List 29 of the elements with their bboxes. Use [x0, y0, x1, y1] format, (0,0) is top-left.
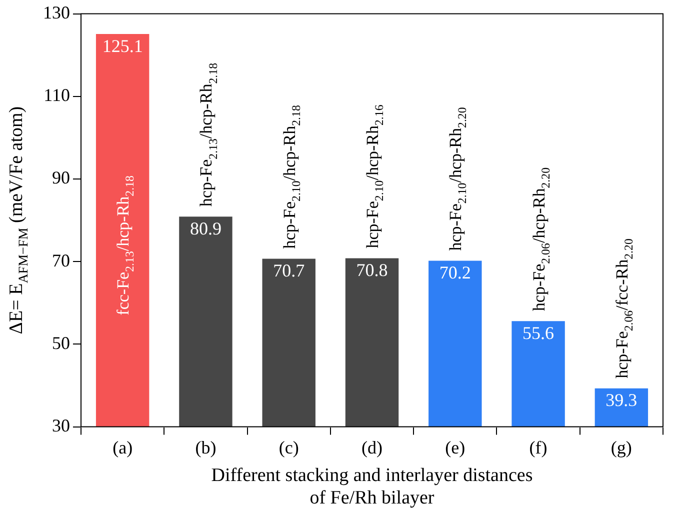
- y-tick-label: 90: [52, 168, 70, 188]
- y-tick-label: 70: [52, 250, 70, 270]
- y-tick-label: 30: [52, 416, 70, 436]
- x-tick-label: (g): [610, 437, 632, 458]
- data-label: 70.2: [439, 262, 471, 283]
- y-axis-title: ΔE= EAFM−FM (meV/Fe atom): [6, 106, 31, 334]
- x-tick-label: (f): [529, 437, 548, 458]
- data-label: 70.7: [273, 260, 305, 280]
- annotation: hcp-Fe2.13/hcp-Rh2.18: [196, 62, 220, 207]
- data-label: 70.8: [356, 260, 388, 280]
- annotation: hcp-Fe2.10/hcp-Rh2.20: [446, 107, 470, 251]
- annotation: hcp-Fe2.06/hcp-Rh2.20: [529, 167, 552, 312]
- annotation: hcp-Fe2.10/hcp-Rh2.18: [280, 105, 303, 249]
- annotation: fcc-Fe2.13/hcp-Rh2.18: [114, 175, 137, 316]
- x-tick-label: (b): [195, 437, 216, 458]
- data-label: 55.6: [522, 322, 554, 343]
- x-tick-label: (c): [278, 437, 299, 458]
- data-label: 80.9: [190, 218, 222, 238]
- y-tick-label: 50: [52, 332, 70, 353]
- annotation: hcp-Fe2.10/hcp-Rh2.16: [363, 104, 386, 248]
- y-tick-label: 130: [43, 2, 70, 23]
- y-tick-label: 110: [44, 85, 70, 106]
- annotation: hcp-Fe2.06/fcc-Rh2.20: [612, 238, 636, 378]
- x-axis-title: Different stacking and interlayer distances of Fe/Rh bilayer: [211, 464, 533, 509]
- x-tick-label: (e): [445, 437, 466, 458]
- data-label: 125.1: [102, 36, 143, 56]
- x-tick-label: (a): [112, 437, 133, 458]
- x-tick-label: (d): [362, 437, 382, 458]
- data-label: 39.3: [606, 390, 638, 410]
